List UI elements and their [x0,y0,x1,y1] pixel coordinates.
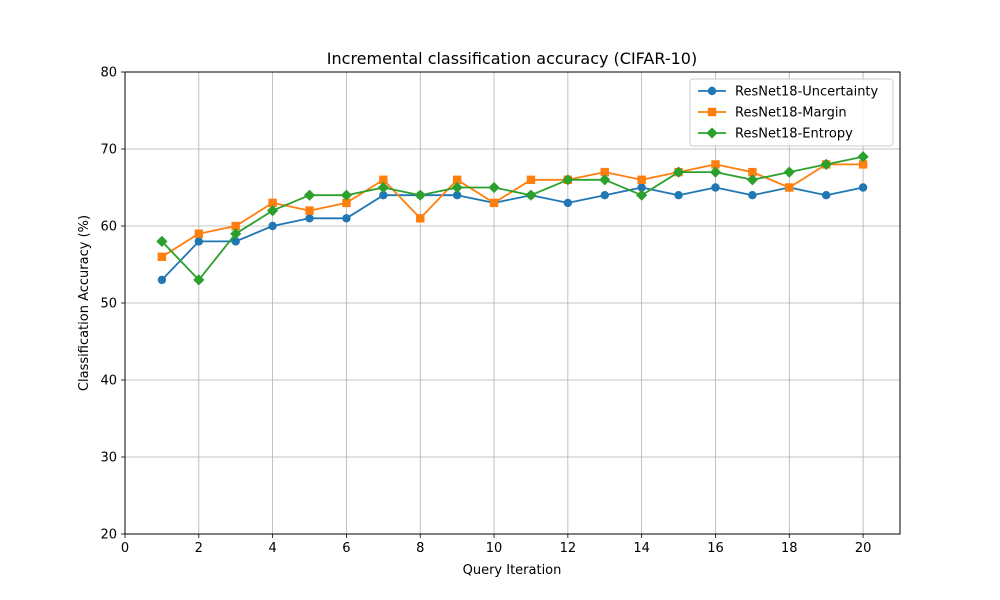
data-point [709,166,722,178]
data-point [230,228,242,240]
x-tick-label: 20 [855,541,872,556]
x-axis-label: Query Iteration [463,563,562,578]
data-point [488,181,500,194]
series-1 [157,183,868,285]
data-point [672,166,685,178]
data-point [268,221,277,231]
legend-label: ResNet18-Margin [735,106,847,121]
data-point [562,174,574,186]
grid [124,71,900,535]
data-point [267,205,279,217]
y-tick-label: 70 [100,143,117,158]
data-point [305,214,314,223]
series-group [156,151,869,286]
legend-item: ResNet18-Uncertainty [698,85,879,100]
data-point [305,206,314,215]
data-point [452,191,462,200]
data-point [636,189,648,201]
data-point [414,189,426,201]
x-tick-label: 8 [416,541,424,556]
data-point [231,221,240,231]
data-point [600,191,609,200]
legend-item: ResNet18-Margin [698,106,847,121]
data-point [303,189,316,201]
data-point [379,191,388,200]
y-axis: 20 30 40 50 60 70 80 [100,66,125,543]
data-point [857,151,869,163]
y-tick-label: 40 [100,374,117,389]
data-point [416,214,425,223]
legend-swatch-marker [707,86,717,96]
data-point [379,175,388,184]
x-axis: 0 2 4 6 8 10 12 14 16 18 20 [121,534,872,556]
data-point [637,175,646,184]
x-tick-label: 12 [560,541,577,556]
data-point [674,191,683,200]
data-point [194,229,204,238]
x-tick-label: 6 [342,541,350,556]
data-point [821,191,831,200]
data-point [342,214,351,223]
legend-label: ResNet18-Entropy [735,127,853,142]
data-point [785,183,794,192]
data-point [193,274,205,286]
data-point [711,183,720,192]
data-point [600,167,609,177]
legend-item: ResNet18-Entropy [698,127,853,142]
chart-title: Incremental classification accuracy (CIF… [327,49,697,68]
x-tick-label: 10 [486,541,503,556]
data-point [377,181,389,194]
series-line [161,186,864,281]
x-tick-label: 4 [268,541,276,556]
data-point [156,235,168,247]
legend-swatch-marker [707,107,717,117]
y-tick-label: 30 [100,451,117,466]
y-axis-label: Classification Accuracy (%) [77,215,92,391]
data-point [746,174,758,186]
legend: ResNet18-Uncertainty ResNet18-Margin ResNe… [689,78,894,147]
data-point [711,160,720,169]
x-tick-label: 16 [707,541,724,556]
legend-box [689,78,894,147]
data-point [525,189,537,201]
y-tick-label: 60 [100,220,117,235]
data-point [526,175,536,184]
data-point [820,158,832,170]
data-point [342,198,351,208]
data-point [748,191,757,200]
data-point [748,167,757,177]
data-point [858,160,868,169]
legend-label: ResNet18-Uncertainty [735,85,879,100]
x-tick-label: 14 [633,541,650,556]
data-point [489,198,499,208]
data-point [268,198,277,208]
x-tick-label: 2 [195,541,203,556]
data-point [599,174,611,186]
y-tick-label: 80 [100,66,117,81]
data-point [783,166,795,178]
data-point [157,275,167,285]
legend-swatch-marker [706,127,718,139]
data-point [637,183,646,192]
data-point [157,252,167,261]
data-point [194,237,204,246]
y-tick-label: 50 [100,297,117,312]
y-tick-label: 20 [100,528,117,543]
data-point [563,198,573,208]
data-point [231,237,240,246]
data-point [858,183,868,192]
x-tick-label: 18 [781,541,798,556]
x-tick-label: 0 [121,541,129,556]
data-point [451,181,463,194]
series-3 [156,151,869,286]
data-point [340,189,353,201]
series-line [161,155,864,281]
data-point [452,175,462,184]
